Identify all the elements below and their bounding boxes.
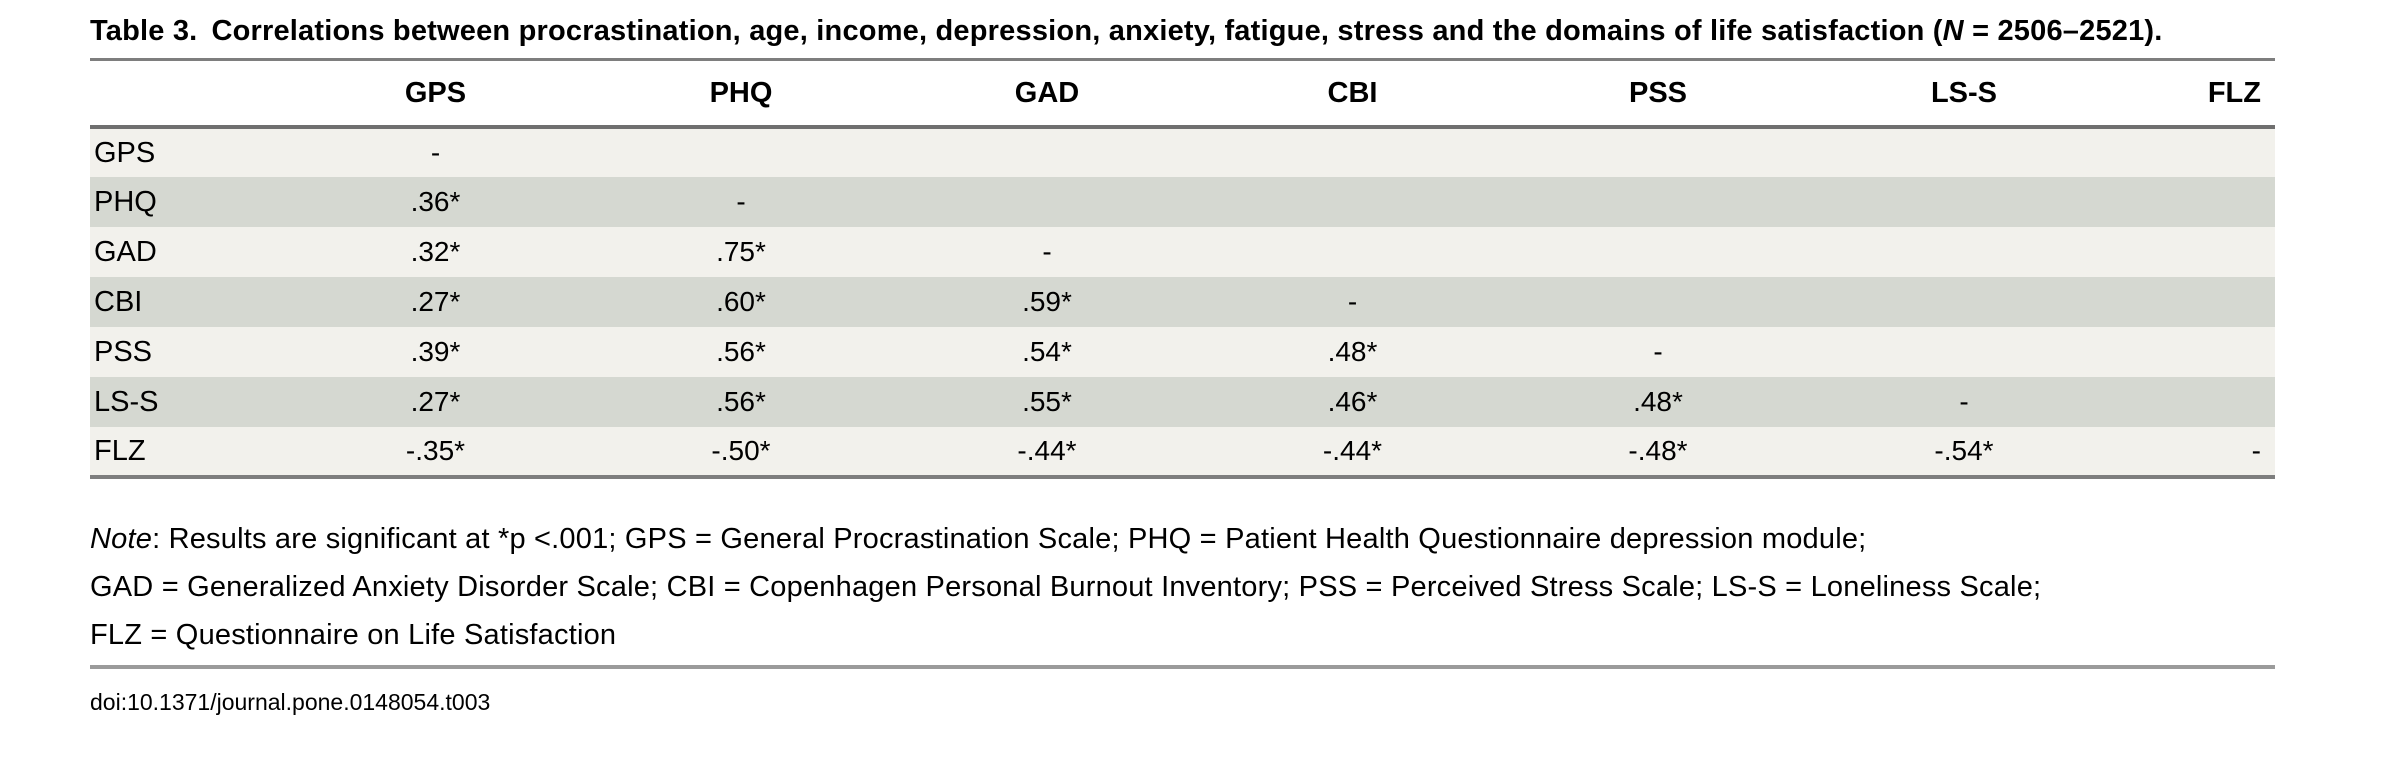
header-cell-rowlabel (90, 59, 283, 129)
correlation-table: GPS PHQ GAD CBI PSS LS-S FLZ GPS - PHQ .36* - GAD .3… (90, 58, 2275, 479)
table-cell: -.48* (1628, 435, 1688, 466)
table-cell (2117, 177, 2275, 227)
table-cell (1200, 227, 1505, 277)
table-cell (1811, 227, 2117, 277)
table-cell: - (1042, 236, 1052, 267)
row-label: GPS (94, 136, 156, 169)
table-cell (1505, 227, 1811, 277)
row-label: GAD (94, 235, 157, 268)
header-cell-gad: GAD (894, 59, 1200, 129)
table-cell: .27* (410, 386, 461, 417)
row-label: LS-S (94, 385, 159, 418)
table-cell: .39* (410, 336, 461, 367)
header-row: GPS PHQ GAD CBI PSS LS-S FLZ (90, 59, 2275, 129)
table-cell (1200, 177, 1505, 227)
page: Table 3. Correlations between procrastina… (90, 10, 2346, 715)
table-cell: - (1959, 386, 1969, 417)
table-row-gad: GAD .32* .75* - (90, 227, 2275, 277)
header-cell-pss: PSS (1505, 59, 1811, 129)
header-cell-ls-s: LS-S (1811, 59, 2117, 129)
table-cell: .36* (410, 186, 461, 217)
table-cell (1505, 177, 1811, 227)
table-row-pss: PSS .39* .56* .54* .48* - (90, 327, 2275, 377)
table-cell (894, 177, 1200, 227)
header-cell-flz: FLZ (2117, 59, 2275, 129)
table-cell: -.44* (1017, 435, 1077, 466)
table-cell: .48* (1327, 336, 1378, 367)
table-cell (2117, 277, 2275, 327)
table-row-gps: GPS - (90, 127, 2275, 177)
table-title: Table 3. Correlations between procrastina… (90, 10, 2340, 53)
divider (90, 665, 2275, 669)
table-cell: .48* (1633, 386, 1683, 417)
table-cell (588, 127, 894, 177)
table-cell (1811, 327, 2117, 377)
table-cell (1200, 127, 1505, 177)
table-cell (2117, 127, 2275, 177)
table-body: GPS - PHQ .36* - GAD .32* .75* - CBI .27* .60* .59* -… (90, 127, 2275, 477)
table-cell: .54* (1022, 336, 1072, 367)
table-row-ls-s: LS-S .27* .56* .55* .46* .48* - (90, 377, 2275, 427)
table-cell (2117, 227, 2275, 277)
table-cell: -.50* (711, 435, 771, 466)
note-line-3: FLZ = Questionnaire on Life Satisfaction (90, 619, 617, 651)
table-cell (1811, 127, 2117, 177)
sample-size-variable: N (1942, 15, 1964, 47)
table-cell: .75* (716, 236, 766, 267)
row-label: PSS (94, 335, 153, 368)
table-cell (2117, 327, 2275, 377)
table-cell (894, 127, 1200, 177)
table-row-cbi: CBI .27* .60* .59* - (90, 277, 2275, 327)
header-cell-gps: GPS (283, 59, 588, 129)
table-cell (1811, 277, 2117, 327)
table-cell: - (1347, 286, 1358, 317)
table-cell (1811, 177, 2117, 227)
table-cell (1505, 277, 1811, 327)
table-cell: - (1653, 336, 1663, 367)
table-title-body: Correlations between procrastination, ag… (211, 15, 1943, 47)
table-cell: .32* (410, 236, 461, 267)
table-cell: - (2251, 435, 2261, 466)
table-cell: - (430, 137, 441, 168)
table-cell: -.44* (1322, 435, 1383, 466)
row-label: PHQ (94, 185, 157, 218)
row-label: FLZ (94, 434, 146, 467)
doi-text: doi:10.1371/journal.pone.0148054.t003 (90, 689, 491, 715)
table-cell: - (736, 186, 746, 217)
table-row-flz: FLZ -.35* -.50* -.44* -.44* -.48* -.54* - (90, 427, 2275, 477)
table-cell: .56* (716, 386, 766, 417)
table-note: Note: Results are significant at *p <.00… (90, 515, 2346, 659)
table-row-phq: PHQ .36* - (90, 177, 2275, 227)
note-label: Note (90, 523, 153, 555)
header-cell-phq: PHQ (588, 59, 894, 129)
row-label: CBI (94, 285, 143, 318)
table-cell: -.35* (405, 435, 466, 466)
table-cell: .59* (1022, 286, 1072, 317)
table-cell (2117, 377, 2275, 427)
table-cell (1505, 127, 1811, 177)
table-title-suffix: = 2506–2521). (1963, 15, 2163, 47)
table-cell: .56* (716, 336, 766, 367)
table-cell: .55* (1022, 386, 1072, 417)
header-cell-cbi: CBI (1200, 59, 1505, 129)
table-cell: .27* (410, 286, 461, 317)
table-cell: .60* (716, 286, 766, 317)
table-cell: -.54* (1934, 435, 1994, 466)
table-title-label: Table 3. (90, 15, 198, 47)
note-line-1: Note: Results are significant at *p <.00… (90, 515, 2346, 563)
table-cell: .46* (1327, 386, 1378, 417)
note-line-1-text: : Results are significant at *p <.001; G… (152, 523, 1867, 555)
note-line-2: GAD = Generalized Anxiety Disorder Scale… (90, 571, 2042, 603)
